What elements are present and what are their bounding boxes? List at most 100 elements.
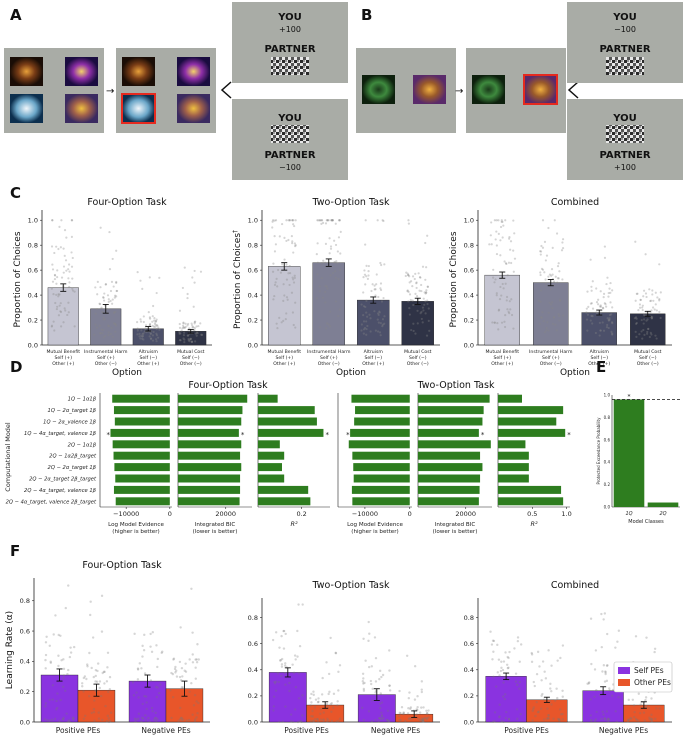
y-tick-label: 0.2 (604, 482, 611, 487)
data-point (152, 325, 156, 328)
data-point (68, 263, 71, 266)
model-label: 2Q − 1α2β_target (49, 454, 97, 460)
y-tick-label: 0.2 (248, 316, 258, 324)
data-point (194, 718, 197, 721)
data-point (133, 632, 136, 636)
data-point (105, 719, 109, 723)
x-tick-label: Self (+) (542, 355, 560, 361)
data-point (360, 303, 363, 306)
best-model-star: * (241, 431, 245, 439)
data-point (361, 706, 364, 710)
data-point (181, 286, 185, 290)
data-point (557, 277, 560, 280)
data-point (300, 720, 303, 724)
data-point (658, 299, 661, 302)
data-point (513, 647, 516, 650)
data-point (611, 321, 614, 325)
data-point (67, 584, 70, 587)
data-point (418, 718, 422, 722)
data-point (605, 664, 609, 667)
data-point (112, 285, 115, 288)
data-point (139, 320, 143, 323)
data-point (408, 281, 411, 284)
data-point (187, 339, 190, 342)
data-point (107, 324, 110, 327)
data-point (368, 632, 371, 635)
data-point (645, 705, 648, 708)
y-tick-label: 1.0 (28, 217, 38, 225)
data-point (378, 716, 381, 720)
data-point (651, 718, 654, 721)
data-point (61, 718, 64, 721)
data-point (408, 293, 412, 296)
data-point (379, 334, 382, 337)
x-tick-label: Instrumental Harm (307, 349, 351, 355)
data-point (370, 665, 374, 668)
data-point (366, 315, 369, 318)
data-point (554, 323, 557, 326)
data-point (333, 270, 337, 273)
y-tick-label: 0.4 (28, 291, 38, 299)
data-point (103, 318, 106, 321)
data-point (415, 286, 418, 290)
data-point (184, 670, 188, 673)
data-point (561, 712, 564, 716)
data-point (71, 277, 74, 280)
data-point (290, 291, 294, 294)
data-point (336, 250, 339, 253)
data-point (504, 716, 508, 720)
data-point (326, 717, 329, 720)
data-point (56, 706, 59, 710)
bar (630, 313, 666, 346)
data-point (540, 694, 543, 697)
data-point (148, 276, 151, 279)
data-point (149, 337, 153, 340)
data-point (496, 321, 499, 325)
data-point (499, 669, 503, 673)
data-point (655, 309, 658, 312)
x-tick-label: Self (+) (275, 355, 293, 361)
model-bar (258, 428, 324, 437)
data-point (326, 287, 329, 290)
data-point (400, 706, 404, 709)
data-point (293, 276, 296, 280)
data-point (58, 719, 61, 723)
data-point (361, 680, 365, 683)
data-point (505, 299, 508, 302)
data-point (587, 682, 591, 685)
model-label: 1Q − 2α_valence 1β (43, 420, 97, 426)
data-point (271, 270, 275, 273)
data-point (271, 226, 274, 229)
data-point (149, 332, 152, 335)
data-point (171, 672, 175, 676)
data-point (412, 322, 415, 325)
data-point (646, 330, 649, 334)
data-point (508, 237, 511, 240)
y-tick-label: 0.0 (248, 718, 258, 726)
data-point (192, 325, 195, 329)
model-bar (115, 474, 170, 483)
x-axis-label: Model Classes (628, 519, 664, 525)
data-point (288, 283, 291, 287)
data-point (279, 659, 283, 662)
x-tick-label: 0.2 (296, 510, 306, 518)
data-point (376, 318, 379, 321)
data-point (594, 331, 597, 335)
model-bar (418, 440, 491, 449)
data-point (638, 306, 642, 309)
data-point (324, 261, 327, 264)
x-tick-label: Negative PEs (371, 726, 420, 735)
data-point (590, 719, 593, 722)
outcome-partner-value: −100 (279, 163, 301, 172)
data-point (561, 247, 565, 250)
data-point (282, 629, 286, 633)
x-tick-label: Mutual Benefit (485, 349, 519, 355)
data-point (48, 698, 51, 702)
x-tick-label: Other (−) (318, 361, 340, 367)
data-point (327, 323, 330, 326)
data-point (177, 719, 180, 723)
y-axis-label: Protected Exceedance Probability (596, 417, 601, 485)
data-point (154, 325, 157, 328)
data-point (634, 316, 638, 319)
data-point (182, 322, 185, 325)
